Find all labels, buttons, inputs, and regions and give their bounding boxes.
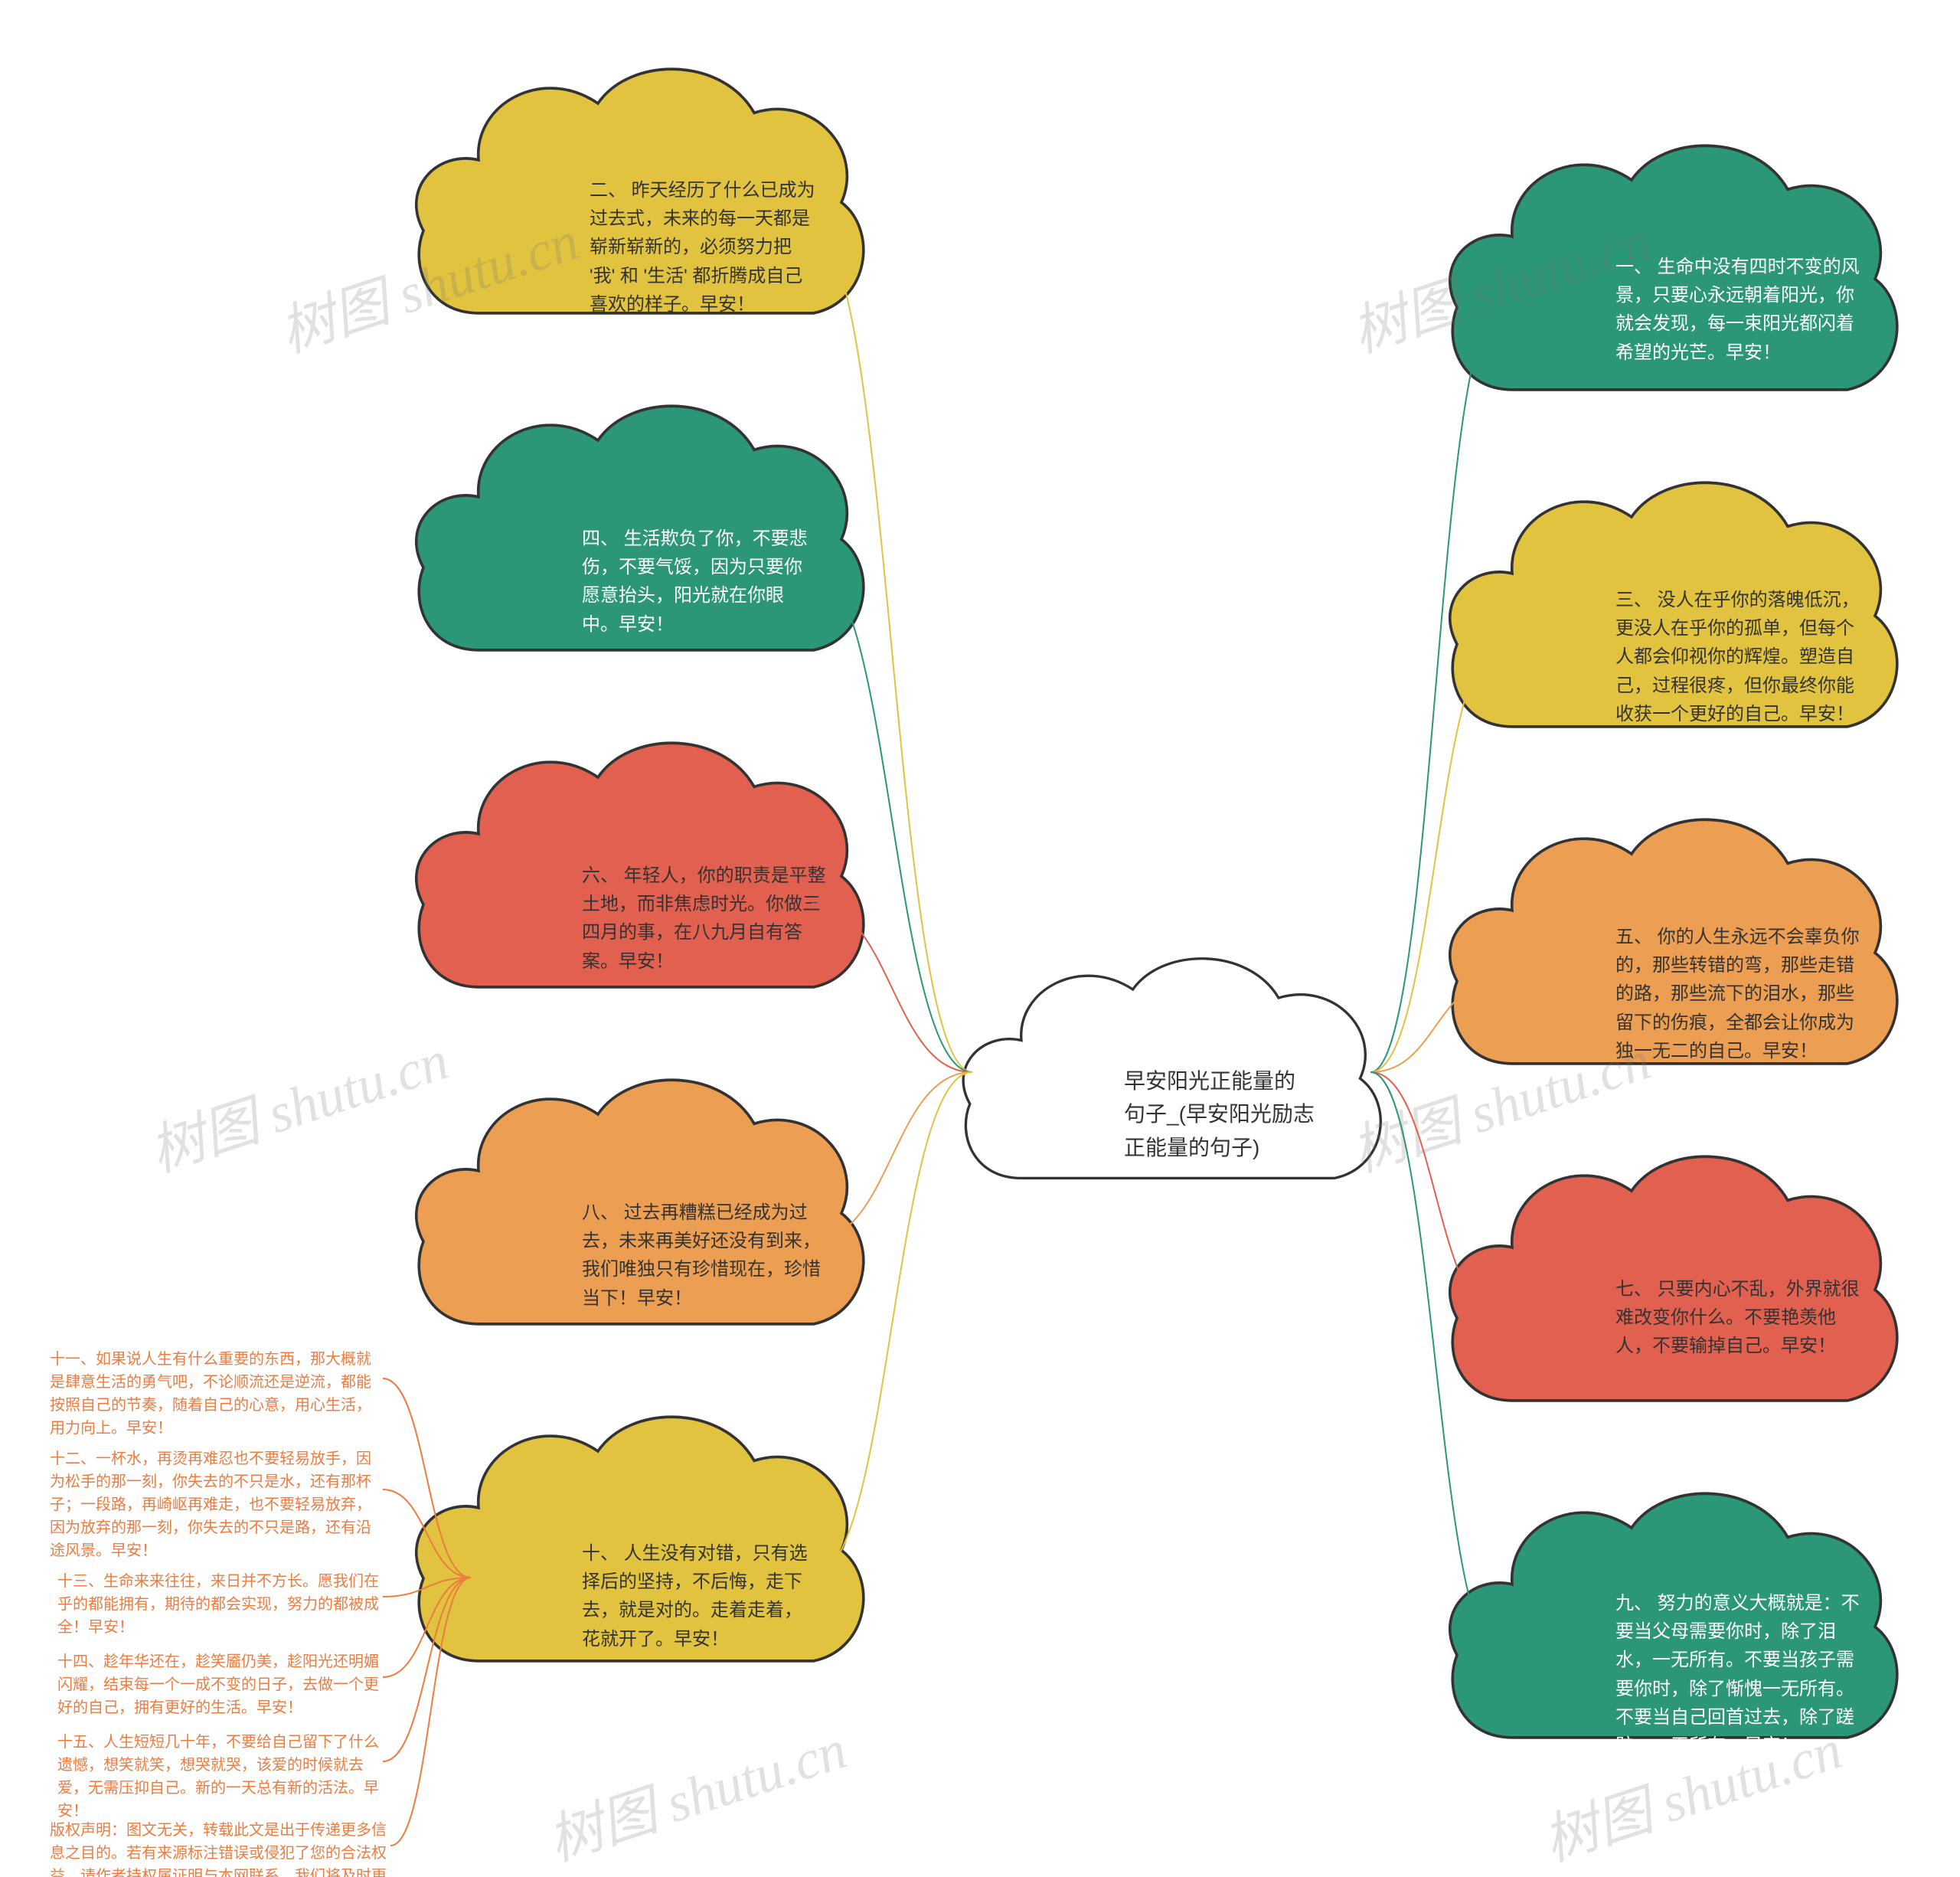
- left-cloud-3-text: 八、 过去再糟糕已经成为过去，未来再美好还没有到来，我们唯独只有珍惜现在，珍惜当…: [582, 1198, 827, 1313]
- right-cloud-1-text: 三、 没人在乎你的落魄低沉，更没人在乎你的孤单，但每个人都会仰视你的辉煌。塑造自…: [1615, 586, 1860, 728]
- sub-item-5: 版权声明：图文无关，转载此文是出于传递更多信息之目的。若有来源标注错误或侵犯了您…: [50, 1819, 387, 1877]
- sub-item-1: 十二、一杯水，再烫再难忍也不要轻易放手，因为松手的那一刻，你失去的不只是水，还有…: [50, 1447, 379, 1562]
- sub-item-4: 十五、人生短短几十年，不要给自己留下了什么遗憾，想笑就笑，想哭就哭，该爱的时候就…: [57, 1731, 379, 1823]
- right-cloud-1: 三、 没人在乎你的落魄低沉，更没人在乎你的孤单，但每个人都会仰视你的辉煌。塑造自…: [1443, 456, 1903, 762]
- left-cloud-2: 六、 年轻人，你的职责是平整土地，而非焦虑时光。你做三四月的事，在八九月自有答案…: [410, 716, 869, 1022]
- sub-item-3: 十四、趁年华还在，趁笑靥仍美，趁阳光还明媚闪耀，结束每一个一成不变的日子，去做一…: [57, 1650, 379, 1719]
- sub-item-0: 十一、如果说人生有什么重要的东西，那大概就是肆意生活的勇气吧，不论顺流还是逆流，…: [50, 1348, 379, 1440]
- watermark-4: 树图 shutu.cn: [536, 1704, 855, 1876]
- left-cloud-0-text: 二、 昨天经历了什么已成为过去式，未来的每一天都是崭新崭新的，必须努力把 '我'…: [590, 176, 819, 319]
- right-cloud-3-text: 七、 只要内心不乱，外界就很难改变你什么。不要艳羡他人，不要输掉自己。早安！: [1615, 1275, 1860, 1361]
- left-cloud-1: 四、 生活欺负了你，不要悲伤，不要气馁，因为只要你愿意抬头，阳光就在你眼中。早安…: [410, 379, 869, 685]
- sub-item-2: 十三、生命来来往往，来日并不方长。愿我们在乎的都能拥有，期待的都会实现，努力的都…: [57, 1570, 379, 1639]
- left-cloud-2-text: 六、 年轻人，你的职责是平整土地，而非焦虑时光。你做三四月的事，在八九月自有答案…: [582, 862, 827, 976]
- right-cloud-2: 五、 你的人生永远不会辜负你的，那些转错的弯，那些走错的路，那些流下的泪水，那些…: [1443, 793, 1903, 1099]
- root-node-text: 早安阳光正能量的句子_(早安阳光励志正能量的句子): [1124, 1064, 1315, 1164]
- right-cloud-3: 七、 只要内心不乱，外界就很难改变你什么。不要艳羡他人，不要输掉自己。早安！: [1443, 1130, 1903, 1436]
- right-cloud-0: 一、 生命中没有四时不变的风景，只要心永远朝着阳光，你就会发现，每一束阳光都闪着…: [1443, 119, 1903, 425]
- left-cloud-1-text: 四、 生活欺负了你，不要悲伤，不要气馁，因为只要你愿意抬头，阳光就在你眼中。早安…: [582, 525, 819, 639]
- left-cloud-3: 八、 过去再糟糕已经成为过去，未来再美好还没有到来，我们唯独只有珍惜现在，珍惜当…: [410, 1053, 869, 1359]
- right-cloud-2-text: 五、 你的人生永远不会辜负你的，那些转错的弯，那些走错的路，那些流下的泪水，那些…: [1615, 923, 1860, 1065]
- left-cloud-4-text: 十、 人生没有对错，只有选择后的坚持，不后悔，走下去，就是对的。走着走着，花就开…: [582, 1539, 819, 1653]
- left-cloud-4: 十、 人生没有对错，只有选择后的坚持，不后悔，走下去，就是对的。走着走着，花就开…: [410, 1390, 869, 1696]
- right-cloud-4: 九、 努力的意义大概就是：不要当父母需要你时，除了泪水，一无所有。不要当孩子需要…: [1443, 1467, 1903, 1773]
- right-cloud-0-text: 一、 生命中没有四时不变的风景，只要心永远朝着阳光，你就会发现，每一束阳光都闪着…: [1615, 253, 1860, 367]
- diagram-canvas: 早安阳光正能量的句子_(早安阳光励志正能量的句子) 二、 昨天经历了什么已成为过…: [0, 0, 1960, 1877]
- left-cloud-0: 二、 昨天经历了什么已成为过去式，未来的每一天都是崭新崭新的，必须努力把 '我'…: [410, 42, 869, 348]
- right-cloud-4-text: 九、 努力的意义大概就是：不要当父母需要你时，除了泪水，一无所有。不要当孩子需要…: [1615, 1589, 1868, 1760]
- root-node: 早安阳光正能量的句子_(早安阳光励志正能量的句子): [957, 934, 1386, 1210]
